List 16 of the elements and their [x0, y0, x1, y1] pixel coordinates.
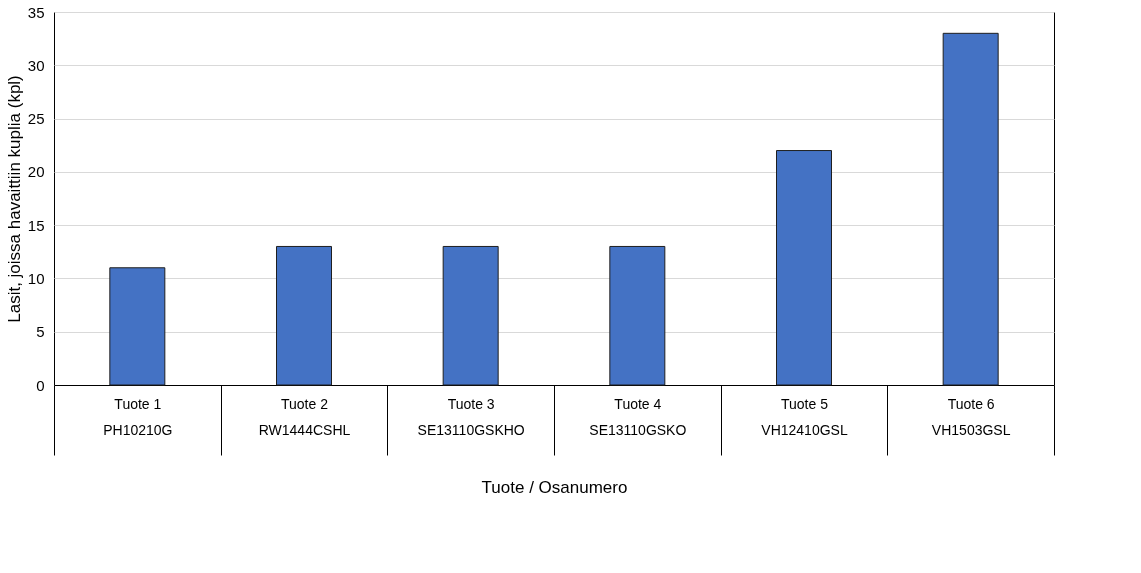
x-axis-title: Tuote / Osanumero	[481, 478, 628, 497]
y-tick-label: 5	[36, 323, 45, 341]
x-tick-label: Tuote 4 SE13110GSKO	[589, 395, 687, 438]
y-tick-label: 15	[27, 216, 45, 234]
y-tick-label: 20	[27, 163, 45, 181]
x-tick-label: Tuote 6 VH1503GSL	[931, 395, 1011, 438]
y-tick-label: 30	[27, 56, 45, 74]
x-tick-label: Tuote 3 SE13110GSKHO	[417, 395, 525, 438]
x-tick-label: Tuote 2 RW1444CSHL	[258, 395, 351, 438]
y-axis-title: Lasit, joissa havaittiin kuplia (kpl)	[4, 75, 24, 323]
y-tick-label: 25	[27, 110, 45, 128]
x-tick-label: Tuote 1 PH10210G	[103, 395, 173, 438]
x-tick-label: Tuote 5 VH12410GSL	[761, 395, 848, 438]
y-tick-label: 10	[27, 269, 45, 287]
y-tick-label: 35	[27, 3, 45, 21]
y-tick-label: 0	[36, 376, 45, 394]
